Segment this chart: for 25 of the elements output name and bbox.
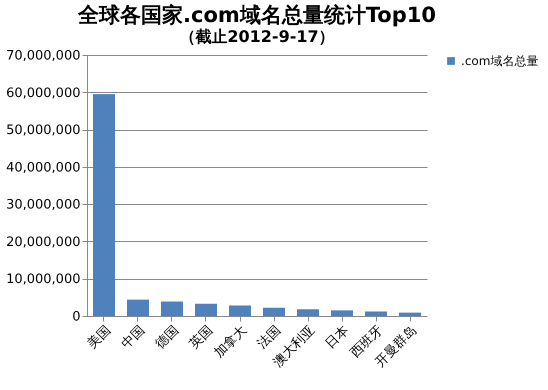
bar <box>331 310 353 316</box>
x-tick-label: 法国 <box>254 322 284 352</box>
y-tick-label: 20,000,000 <box>6 234 80 250</box>
chart-title: 全球各国家.com域名总量统计Top10 <box>77 3 436 27</box>
x-tick-label: 美国 <box>84 322 114 352</box>
y-tick-label: 40,000,000 <box>6 160 80 176</box>
chart-subtitle: （截止2012-9-17） <box>179 27 335 46</box>
bar <box>229 306 251 316</box>
y-tick-label: 10,000,000 <box>6 272 80 288</box>
bar <box>399 312 421 316</box>
legend-label: .com域名总量 <box>461 54 538 68</box>
y-tick-label: 30,000,000 <box>6 198 80 213</box>
y-tick-label: 70,000,000 <box>6 48 80 64</box>
bar <box>365 312 387 316</box>
bar <box>161 301 183 316</box>
x-tick-label: 德国 <box>152 322 182 352</box>
y-tick-label: 60,000,000 <box>6 86 80 101</box>
bar <box>93 94 115 316</box>
y-tick-label: 50,000,000 <box>6 123 80 138</box>
x-tick-label: 中国 <box>118 322 148 352</box>
bar <box>195 304 217 316</box>
bar <box>297 309 319 316</box>
y-tick-label: 0 <box>72 310 80 324</box>
bar <box>263 308 285 316</box>
bar <box>127 300 149 316</box>
